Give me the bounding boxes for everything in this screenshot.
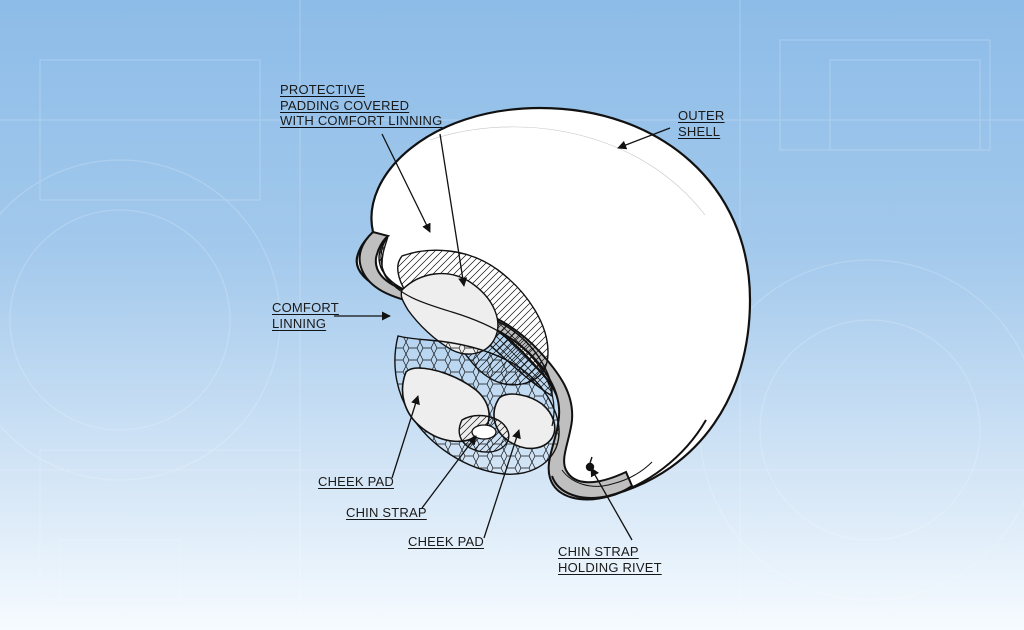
label-outer-shell: OUTER SHELL [678,108,725,139]
label-chin-strap: CHIN STRAP [346,505,427,521]
label-chin-strap-rivet: CHIN STRAP HOLDING RIVET [558,544,662,575]
label-protective-padding: PROTECTIVE PADDING COVERED WITH COMFORT … [280,82,442,129]
diagram-canvas: PROTECTIVE PADDING COVERED WITH COMFORT … [0,0,1024,630]
label-cheek-pad-right: CHEEK PAD [408,534,484,550]
helmet-diagram [0,0,1024,630]
label-comfort-linning: COMFORT LINNING [272,300,339,331]
label-cheek-pad-left: CHEEK PAD [318,474,394,490]
